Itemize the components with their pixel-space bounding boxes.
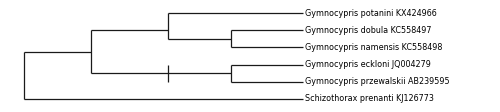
Text: Gymnocypris namensis KC558498: Gymnocypris namensis KC558498 — [305, 43, 442, 52]
Text: Gymnocypris potanini KX424966: Gymnocypris potanini KX424966 — [305, 9, 437, 18]
Text: Gymnocypris eckloni JQ004279: Gymnocypris eckloni JQ004279 — [305, 60, 431, 69]
Text: Gymnocypris dobula KC558497: Gymnocypris dobula KC558497 — [305, 26, 432, 35]
Text: Gymnocypris przewalskii AB239595: Gymnocypris przewalskii AB239595 — [305, 77, 450, 86]
Text: Schizothorax prenanti KJ126773: Schizothorax prenanti KJ126773 — [305, 94, 434, 103]
